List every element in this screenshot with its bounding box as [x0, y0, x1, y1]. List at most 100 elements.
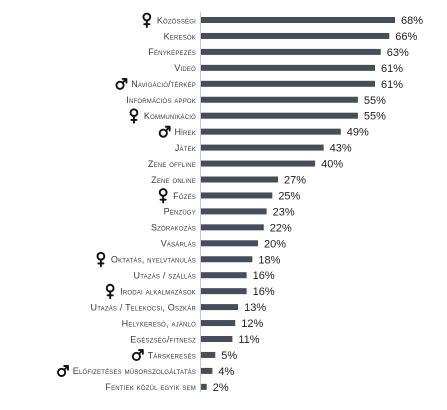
chart-row: Játék 43% [175, 143, 352, 155]
chart-row: Kommunikáció 55% [129, 108, 386, 124]
category-label: Utazás / szállás [134, 271, 196, 281]
chart-rows: Közösségi 68% Keresők 66% Fényképezés 63% Vide… [57, 12, 423, 394]
bar [201, 272, 247, 279]
category-label: Hírek [174, 127, 196, 137]
chart-row: Fentiek közül egyik sem 2% [105, 382, 228, 394]
bar [201, 32, 390, 39]
chart-row: Keresők 66% [164, 31, 418, 43]
category-label: Oktatás, nyelvtanulás [111, 255, 196, 265]
data-label: 23% [273, 206, 295, 218]
bar [201, 367, 213, 374]
data-label: 43% [330, 143, 352, 155]
category-label: Irodai alkalmazások [120, 286, 196, 296]
data-label: 68% [401, 15, 423, 27]
chart-row: Előfizetéses műsorszolgáltatás 4% [57, 365, 235, 378]
chart-row: Helykereső, ajánló 12% [122, 318, 264, 330]
chart-row: Szórakozás 22% [151, 222, 292, 234]
chart-row: Zene offline 40% [148, 159, 343, 171]
bar [201, 17, 395, 23]
chart-row: Társkeresés 5% [131, 349, 237, 362]
chart-row: Oktatás, nyelvtanulás 18% [96, 251, 281, 268]
bar [201, 80, 376, 87]
data-label: 27% [284, 175, 306, 187]
bar [201, 351, 216, 358]
data-label: 16% [253, 286, 275, 298]
chart-row: Hírek 49% [158, 125, 369, 139]
chart-row: Főzés 25% [158, 188, 301, 204]
category-label: Navigáció/térkép [131, 79, 196, 89]
chart-row: Utazás / Telekocsi, Oszkár 13% [91, 302, 267, 314]
data-label: 25% [278, 190, 300, 202]
category-label: Helykereső, ajánló [122, 318, 196, 328]
data-label: 12% [241, 318, 263, 330]
category-label: Előfizetéses műsorszolgáltatás [73, 366, 196, 376]
data-label: 22% [270, 222, 292, 234]
chart-row: Vásárlás 20% [161, 238, 287, 250]
chart-row: Zene online 27% [151, 175, 306, 187]
category-label: Főzés [173, 191, 196, 201]
bar [201, 64, 376, 71]
data-label: 55% [364, 95, 386, 107]
data-label: 2% [213, 382, 229, 394]
category-label: Zene offline [148, 159, 196, 169]
data-label: 61% [381, 63, 403, 75]
data-label: 40% [321, 159, 343, 171]
data-label: 16% [253, 270, 275, 282]
bar [201, 160, 316, 167]
female-symbol-icon [129, 108, 139, 124]
chart-row: Irodai alkalmazások 16% [105, 283, 275, 300]
bar [201, 240, 259, 247]
bar [201, 224, 264, 231]
bar [201, 256, 253, 263]
bar [201, 320, 236, 327]
male-symbol-icon [158, 125, 171, 138]
bar [201, 176, 279, 183]
bar [201, 383, 207, 390]
chart-row: Utazás / szállás 16% [134, 270, 275, 282]
female-symbol-icon [105, 283, 115, 300]
chart-row: Egészség/fitnesz 11% [130, 334, 260, 346]
category-label: Társkeresés [148, 350, 196, 360]
data-label: 13% [244, 302, 266, 314]
chart-row: Navigáció/térkép 61% [115, 77, 403, 91]
category-label: Információs appok [126, 95, 196, 105]
bar [201, 128, 341, 135]
category-label: Egészség/fitnesz [130, 334, 196, 344]
data-label: 18% [258, 254, 280, 266]
chart-row: Fényképezés 63% [148, 47, 409, 59]
bar [201, 112, 358, 119]
data-label: 5% [221, 350, 237, 362]
category-label: Kommunikáció [144, 111, 196, 121]
category-label: Fentiek közül egyik sem [105, 382, 196, 392]
category-label: Közösségi [157, 15, 196, 25]
data-label: 61% [381, 79, 403, 91]
data-label: 11% [238, 334, 259, 346]
category-label: Keresők [164, 31, 196, 41]
category-label: Szórakozás [151, 223, 196, 233]
category-label: Utazás / Telekocsi, Oszkár [91, 302, 197, 312]
data-label: 63% [387, 47, 409, 59]
male-symbol-icon [131, 349, 144, 362]
data-label: 66% [395, 31, 417, 43]
chart-row: Videó 61% [174, 63, 403, 75]
chart-row: Közösségi 68% [142, 12, 423, 28]
bar [201, 144, 324, 151]
category-label: Pénzügy [164, 207, 196, 217]
category-label: Játék [175, 143, 196, 153]
data-label: 55% [364, 111, 386, 123]
chart-row: Információs appok 55% [126, 95, 386, 107]
category-label: Fényképezés [148, 47, 196, 57]
female-symbol-icon [96, 251, 106, 268]
data-label: 4% [218, 366, 234, 378]
category-label: Zene online [151, 175, 196, 185]
bar [201, 192, 273, 199]
male-symbol-icon [57, 365, 69, 377]
male-symbol-icon [115, 77, 128, 90]
bar [201, 48, 381, 55]
data-label: 49% [347, 127, 369, 139]
female-symbol-icon [142, 12, 152, 28]
chart-row: Pénzügy 23% [164, 206, 295, 218]
data-label: 20% [264, 238, 286, 250]
female-symbol-icon [158, 188, 168, 204]
